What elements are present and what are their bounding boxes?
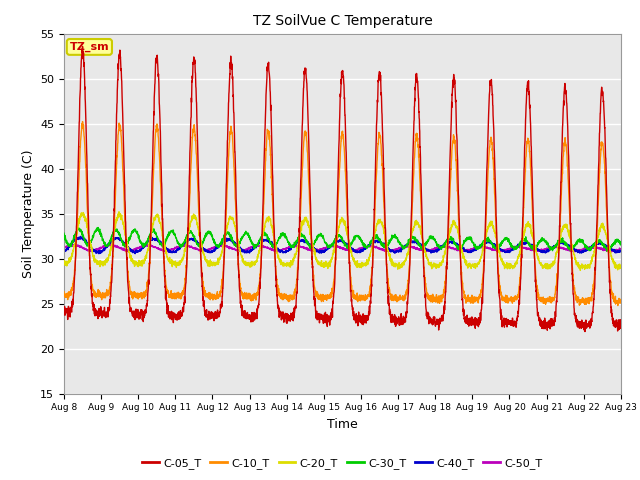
Legend: C-05_T, C-10_T, C-20_T, C-30_T, C-40_T, C-50_T: C-05_T, C-10_T, C-20_T, C-30_T, C-40_T, … <box>138 453 547 473</box>
Y-axis label: Soil Temperature (C): Soil Temperature (C) <box>22 149 35 278</box>
Title: TZ SoilVue C Temperature: TZ SoilVue C Temperature <box>253 14 432 28</box>
Text: TZ_sm: TZ_sm <box>70 42 109 52</box>
X-axis label: Time: Time <box>327 418 358 431</box>
